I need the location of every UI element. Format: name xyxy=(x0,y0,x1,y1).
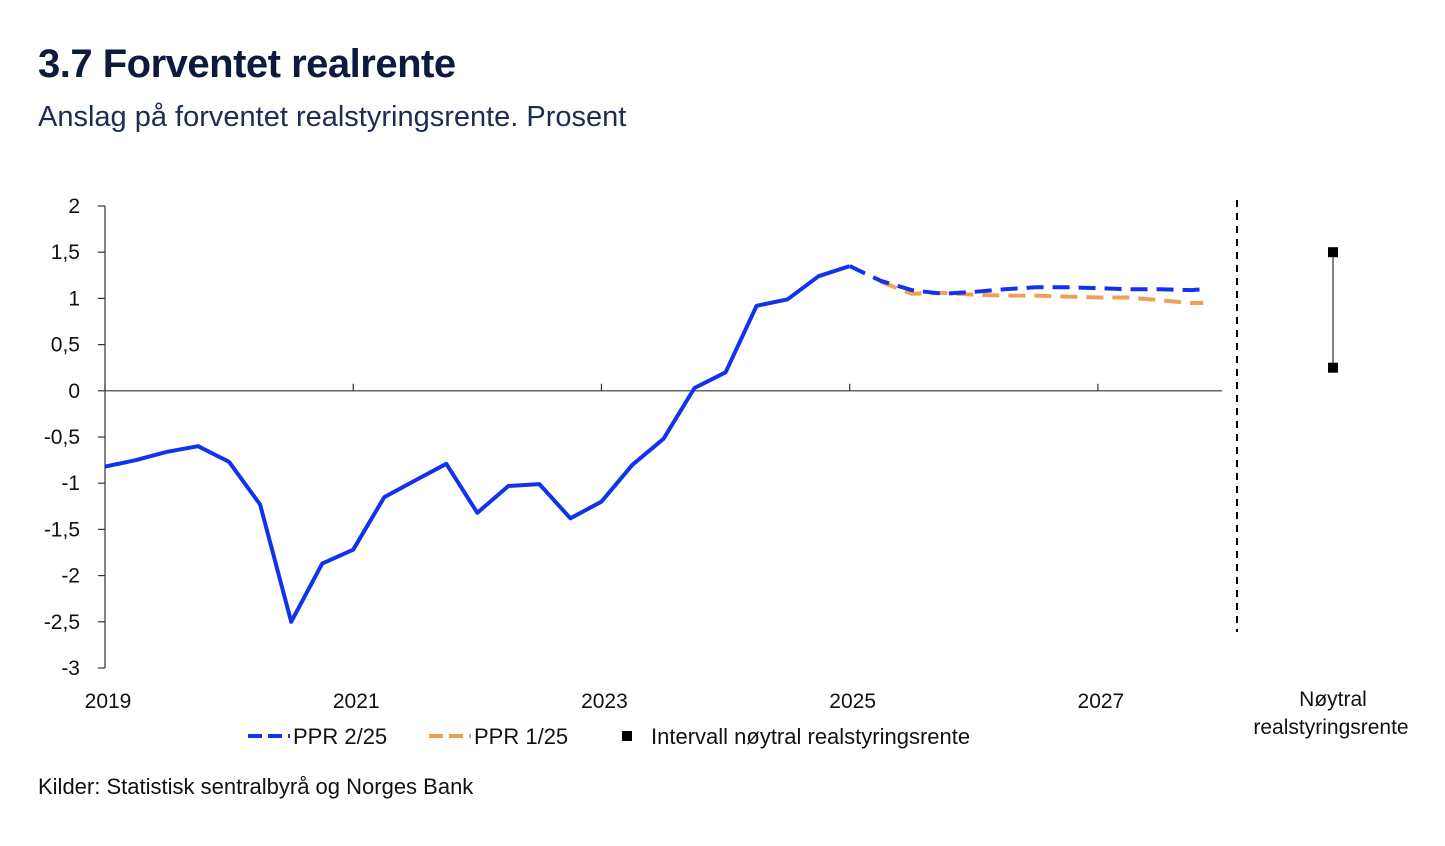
series-line-ppr-2-25-solid xyxy=(104,264,851,624)
source-note: Kilder: Statistisk sentralbyrå og Norges… xyxy=(38,774,474,799)
y-tick-label: 2 xyxy=(68,195,80,218)
legend-label-interval: Intervall nøytral realstyringsrente xyxy=(651,724,970,749)
interval-group: Nøytral realstyringsrente xyxy=(1236,200,1409,739)
y-tick-label: -2 xyxy=(61,565,80,588)
interval-marker xyxy=(1328,247,1338,258)
y-tick-label: -3 xyxy=(61,657,80,680)
y-tick-label: -1,5 xyxy=(44,518,80,541)
x-tick-label: 2019 xyxy=(85,690,132,713)
x-tick-label: 2025 xyxy=(829,690,876,713)
series-group xyxy=(104,264,1204,624)
y-tick-label: 1,5 xyxy=(51,241,80,264)
y-tick-label: 0,5 xyxy=(51,334,80,357)
y-tick-label: 1 xyxy=(68,287,80,310)
x-tick-label: 2027 xyxy=(1078,690,1125,713)
legend: PPR 2/25 PPR 1/25 Intervall nøytral realst… xyxy=(248,724,970,749)
y-tick-label: -0,5 xyxy=(44,426,80,449)
y-tick-label: -1 xyxy=(61,472,80,495)
x-tick-label: 2023 xyxy=(581,690,628,713)
chart-title: 3.7 Forventet realrente xyxy=(38,42,456,86)
legend-label-ppr-2-25: PPR 2/25 xyxy=(293,724,387,749)
interval-axis-label: realstyringsrente xyxy=(1253,716,1408,739)
interval-axis-label: Nøytral xyxy=(1299,688,1367,711)
y-tick-label: 0 xyxy=(68,380,80,403)
series-line-ppr-2-25-dashed xyxy=(848,264,1204,296)
chart-subtitle: Anslag på forventet realstyringsrente. P… xyxy=(38,101,627,133)
y-tick-label: -2,5 xyxy=(44,611,80,634)
interval-marker xyxy=(1328,362,1338,373)
x-tick-label: 2021 xyxy=(333,690,380,713)
legend-swatch-interval xyxy=(622,731,632,741)
legend-label-ppr-1-25: PPR 1/25 xyxy=(474,724,568,749)
